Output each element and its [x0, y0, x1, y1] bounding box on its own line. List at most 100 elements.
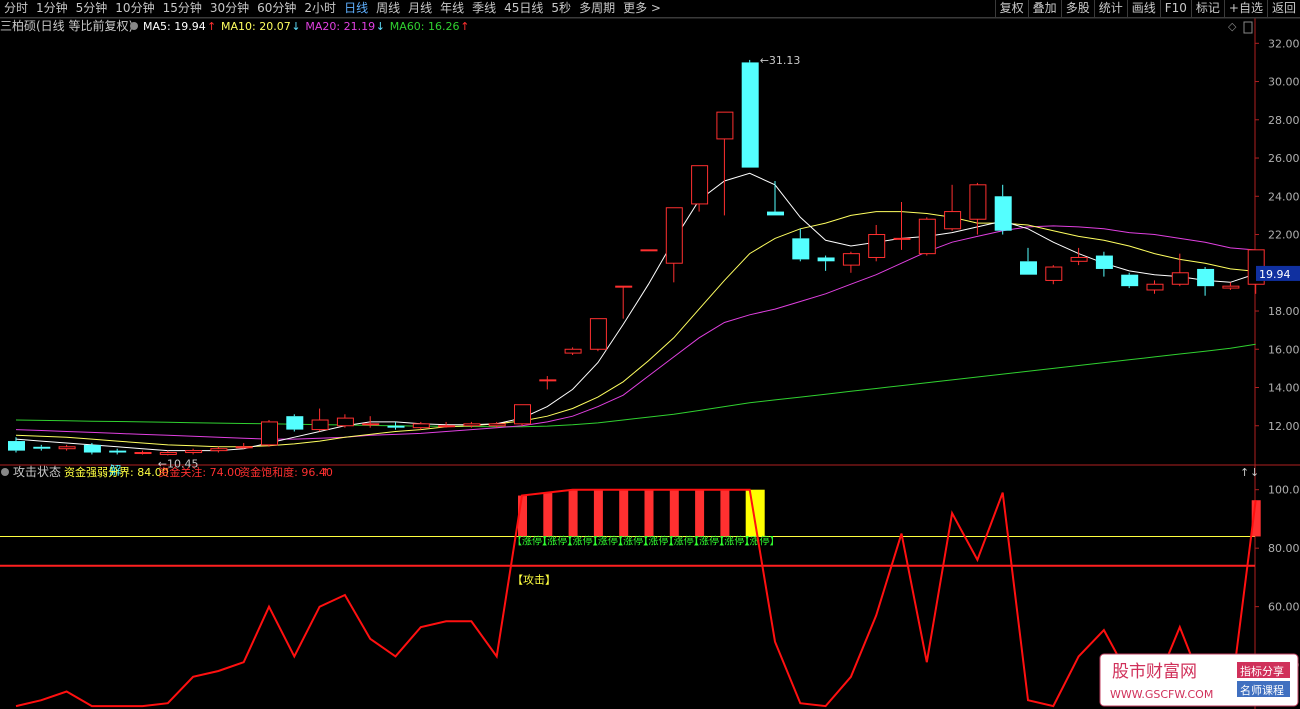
zhangting-label: 【涨停】	[664, 534, 704, 547]
tab-9[interactable]: 周线	[376, 1, 401, 15]
attack-bar	[518, 495, 527, 537]
tab-10[interactable]: 月线	[408, 1, 433, 15]
zhangting-label: 【涨停】	[537, 534, 577, 547]
tab-14[interactable]: 5秒	[551, 1, 572, 15]
candle-body-up	[893, 237, 911, 240]
zhangting-label: 【涨停】	[714, 534, 754, 547]
sub-collapse-icon[interactable]	[1, 468, 9, 476]
candle-body-up	[918, 218, 936, 255]
tool-button-8[interactable]: 返回	[1266, 0, 1300, 17]
watermark-url: WWW.GSCFW.COM	[1110, 688, 1213, 701]
candle-body-up	[514, 404, 531, 425]
candle-body-up	[589, 318, 607, 350]
watermark-tag2: 名师课程	[1240, 683, 1284, 697]
zhangting-label: 【涨停】	[740, 534, 780, 547]
tool-button-4[interactable]: 画线	[1126, 0, 1160, 17]
tab-0[interactable]: 分时	[4, 1, 29, 15]
tab-8[interactable]: 日线	[344, 1, 369, 15]
high-price-label: ←31.13	[760, 54, 801, 67]
tool-button-1[interactable]: 叠加	[1027, 0, 1061, 17]
ma-legend-3: MA60: 16.26	[390, 20, 460, 33]
zhangting-label: 【涨停】	[639, 534, 679, 547]
attack-bar	[745, 489, 765, 537]
candle-body-down	[8, 441, 25, 451]
candle-body-up	[311, 419, 329, 431]
candle-body-down	[1020, 261, 1037, 275]
candle-body-up	[868, 234, 886, 258]
ma5-line	[15, 172, 1256, 452]
attack-bar	[720, 489, 730, 537]
candle-body-up	[362, 423, 380, 426]
main-title: 三柏硕(日线 等比前复权)	[0, 18, 133, 33]
tab-12[interactable]: 季线	[472, 1, 497, 15]
tab-5[interactable]: 30分钟	[209, 1, 250, 15]
tab-4[interactable]: 15分钟	[162, 1, 202, 15]
zhangting-label: 【涨停】	[512, 534, 552, 547]
ma-legend-arrow-0: ↑	[207, 20, 216, 33]
candle-body-down	[286, 416, 304, 430]
tool-button-6[interactable]: 标记	[1190, 0, 1224, 17]
tab-7[interactable]: 2小时	[304, 1, 337, 15]
main-ytick-label: 28.00	[1268, 114, 1300, 127]
tab-11[interactable]: 年线	[440, 1, 465, 15]
ma-legend-2: MA20: 21.19	[305, 20, 375, 33]
candle-body-up	[235, 446, 253, 449]
tab-3[interactable]: 10分钟	[115, 1, 155, 15]
tool-button-3[interactable]: 统计	[1093, 0, 1127, 17]
ma-legend-1: MA10: 20.07	[221, 20, 291, 33]
candle-body-down	[792, 238, 810, 260]
watermark-tag1-bg	[1237, 662, 1290, 678]
tool-button-2[interactable]: 多股	[1060, 0, 1094, 17]
tab-13[interactable]: 45日线	[504, 1, 544, 15]
main-ytick-label: 16.00	[1268, 343, 1300, 356]
candle-body-up	[488, 423, 506, 427]
scrollbar-icon[interactable]	[1243, 21, 1253, 34]
ma-legend-arrow-1: ↓	[291, 20, 300, 33]
main-ytick-label: 32.00	[1268, 37, 1300, 50]
candle-body-down	[83, 444, 101, 453]
tool-button-7[interactable]: +自选	[1223, 0, 1267, 17]
candle-body-up	[1171, 272, 1189, 285]
tool-buttons: 复权 叠加 多股 统计 画线 F10 标记 +自选 返回	[994, 0, 1300, 17]
tab-6[interactable]: 60分钟	[257, 1, 297, 15]
candle-body-up	[716, 111, 734, 140]
sub-legend-1: 资金关注: 74.00	[158, 465, 241, 479]
candle-body-up	[336, 417, 354, 427]
attack-bar-last	[1251, 500, 1261, 537]
ma60-line	[15, 343, 1256, 428]
candle-body-up	[842, 253, 860, 266]
watermark-tag2-bg	[1237, 681, 1290, 697]
candle-body-up	[691, 165, 709, 205]
sub-title: 攻击状态	[13, 465, 61, 479]
oscillator-line	[15, 488, 1257, 708]
period-tabs: 分时 1分钟 5分钟 10分钟 15分钟 30分钟 60分钟 2小时 日线 周线 月线 年线 季线 45日…	[0, 0, 665, 17]
tool-button-5[interactable]: F10	[1159, 0, 1191, 17]
tab-2[interactable]: 5分钟	[75, 1, 108, 15]
candle-body-down	[817, 257, 835, 262]
tab-1[interactable]: 1分钟	[36, 1, 68, 15]
ma-legend-arrow-2: ↓	[376, 20, 385, 33]
main-ytick-label: 30.00	[1268, 76, 1300, 89]
last-price-label: 19.94	[1259, 268, 1291, 281]
diamond-icon: ◇	[1228, 20, 1237, 33]
candle-body-up	[210, 448, 228, 452]
ma10-line	[15, 211, 1256, 448]
main-ytick-label: 26.00	[1268, 152, 1300, 165]
attack-bar	[619, 489, 629, 537]
candle-body-up	[412, 423, 430, 429]
candle-body-up	[159, 452, 177, 455]
tab-16[interactable]: 更多 >	[623, 1, 661, 15]
collapse-icon[interactable]	[130, 22, 138, 30]
zhangting-label: 【涨停】	[588, 534, 628, 547]
sub-ytick-label: 100.00	[1268, 484, 1300, 497]
tool-button-0[interactable]: 复权	[994, 0, 1028, 17]
candle-body-up	[539, 379, 557, 382]
candle-body-up	[615, 285, 633, 288]
tab-15[interactable]: 多周期	[579, 1, 616, 15]
attack-bar	[568, 489, 578, 537]
candle-body-down	[767, 211, 784, 216]
candle-body-up	[969, 184, 987, 220]
candle-body-up	[564, 348, 582, 354]
jie-marker: 解	[109, 463, 121, 477]
